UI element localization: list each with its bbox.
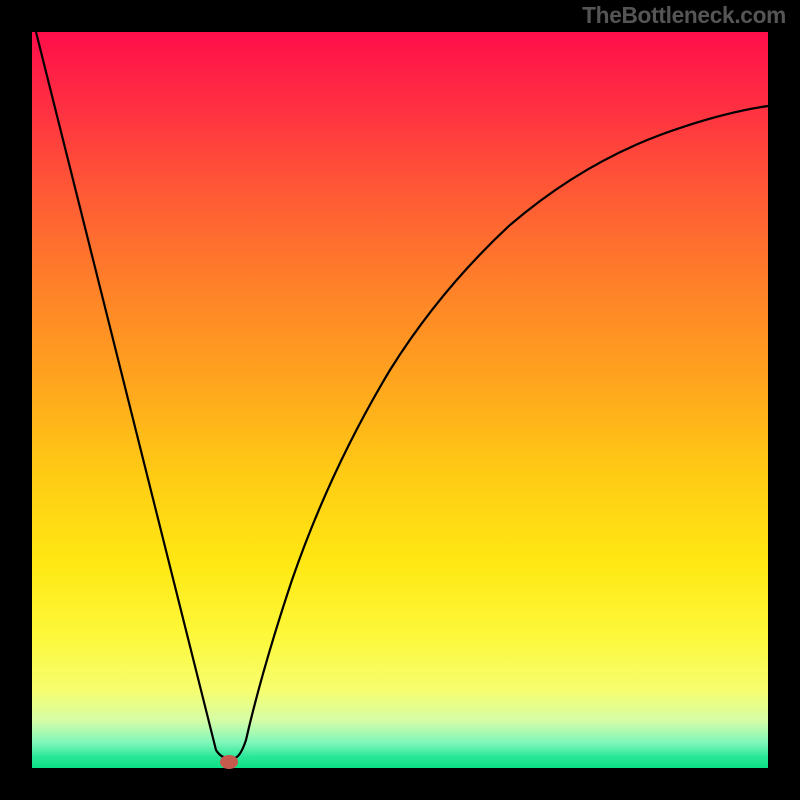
chart-frame: TheBottleneck.com xyxy=(0,0,800,800)
bottleneck-chart-svg xyxy=(0,0,800,800)
plot-area-gradient xyxy=(32,32,768,768)
optimal-point-marker xyxy=(220,755,238,769)
